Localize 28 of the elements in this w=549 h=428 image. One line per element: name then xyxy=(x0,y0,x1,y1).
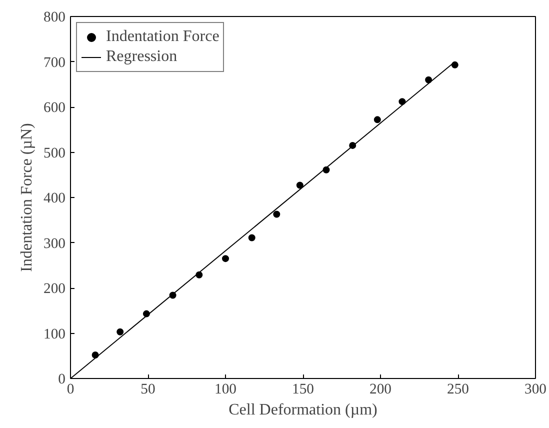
x-tick-label: 250 xyxy=(447,382,469,398)
legend-label: Regression xyxy=(106,48,178,66)
point xyxy=(296,182,304,189)
legend-label: Indentation Force xyxy=(106,28,220,46)
y-tick-label: 800 xyxy=(44,10,66,26)
x-tick-label: 100 xyxy=(214,382,236,398)
y-tick-label: 700 xyxy=(44,54,66,71)
point xyxy=(248,234,256,242)
y-tick-label: 500 xyxy=(44,145,66,162)
y-tick-label: 400 xyxy=(44,190,66,206)
x-axis-title: Cell Deformation (µm) xyxy=(228,402,378,418)
y-tick-label: 600 xyxy=(44,100,66,116)
point xyxy=(273,210,280,218)
x-tick-label: 300 xyxy=(524,382,546,398)
point xyxy=(222,255,229,262)
y-tick-label: 100 xyxy=(44,326,66,342)
point xyxy=(398,98,406,106)
y-axis-title: Indentation Force (µN) xyxy=(18,123,36,272)
point xyxy=(425,76,432,84)
point xyxy=(451,61,458,68)
point xyxy=(374,116,381,124)
x-tick-label: 200 xyxy=(370,382,392,398)
point xyxy=(116,328,124,336)
x-tick-label: 150 xyxy=(292,382,314,398)
y-tick-label: 0 xyxy=(58,372,66,388)
y-tick-label: 300 xyxy=(44,236,66,252)
x-tick-label: 50 xyxy=(140,382,156,398)
y-tick-label: 200 xyxy=(44,281,66,297)
